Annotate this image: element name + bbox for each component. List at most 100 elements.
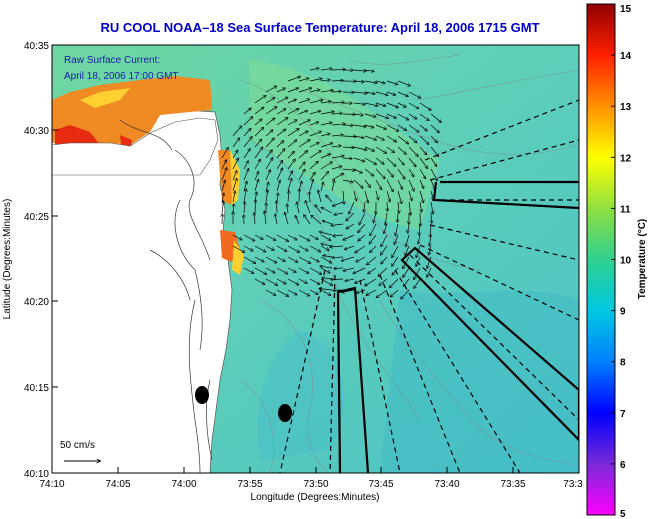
current-vector — [358, 223, 366, 232]
current-vector — [385, 212, 387, 225]
current-vector — [320, 267, 330, 273]
current-vector — [333, 201, 344, 206]
current-vector — [255, 200, 256, 214]
current-vector — [364, 201, 365, 212]
current-vector — [430, 201, 433, 214]
x-tick-label: 73:3 — [563, 479, 583, 490]
buoy-marker — [278, 404, 292, 422]
current-vector — [342, 158, 352, 159]
current-vector — [309, 79, 322, 82]
current-vector — [298, 111, 307, 115]
current-vector — [364, 124, 374, 128]
current-vector — [343, 267, 355, 271]
current-vector — [320, 80, 330, 81]
x-tick-label: 73:35 — [500, 479, 525, 490]
colorbar-tick-label: 6 — [620, 460, 626, 471]
current-vector — [298, 162, 305, 170]
map-plot-area — [52, 45, 579, 473]
current-vector — [222, 201, 223, 214]
x-tick-label: 74:10 — [39, 479, 64, 490]
current-vector — [254, 139, 262, 148]
current-vector — [285, 213, 289, 225]
current-vector — [356, 256, 366, 262]
current-vector — [321, 208, 333, 214]
current-vector — [430, 124, 439, 133]
buoy-marker — [195, 386, 209, 404]
current-vector — [331, 279, 344, 280]
current-vector — [287, 267, 296, 272]
current-vector — [408, 179, 414, 191]
current-vector — [244, 202, 245, 214]
current-vector — [331, 156, 344, 159]
current-vector — [353, 146, 367, 150]
current-vector — [430, 135, 437, 143]
current-vector — [386, 157, 396, 166]
current-vector — [295, 216, 300, 225]
current-vector — [243, 245, 253, 251]
current-vector — [430, 113, 441, 122]
current-vector — [332, 257, 344, 258]
current-vector — [430, 179, 435, 190]
current-vector — [386, 113, 396, 118]
current-vector — [364, 135, 376, 140]
current-vector — [298, 170, 305, 181]
current-vector — [243, 189, 246, 203]
y-tick-label: 40:25 — [24, 212, 49, 223]
current-vector — [265, 289, 276, 295]
current-vector — [298, 245, 308, 251]
current-vector — [320, 266, 333, 268]
y-tick-label: 40:35 — [24, 41, 49, 52]
current-vector — [427, 267, 432, 277]
current-vector — [375, 102, 386, 106]
current-vector — [276, 161, 283, 170]
current-vector — [394, 234, 399, 244]
current-legend-line1: Raw Surface Current: — [64, 55, 160, 66]
current-vector — [397, 146, 406, 154]
current-vector — [419, 102, 431, 110]
x-axis-label: Longitude (Degrees:Minutes) — [251, 492, 380, 503]
current-vector — [375, 179, 382, 189]
current-vector — [320, 162, 332, 170]
current-vector — [429, 245, 432, 255]
current-vector — [355, 278, 366, 283]
current-vector — [386, 179, 393, 192]
current-vector — [309, 131, 321, 137]
current-vector — [232, 179, 237, 192]
current-vector — [405, 245, 410, 255]
colorbar-tick-label: 5 — [620, 509, 626, 519]
current-vector — [364, 179, 370, 187]
current-vector — [265, 278, 277, 285]
current-vector — [254, 180, 258, 192]
current-vector — [331, 135, 343, 136]
current-vector — [243, 117, 253, 126]
current-vector — [427, 256, 432, 268]
current-vector — [419, 135, 429, 144]
current-vector — [408, 135, 417, 143]
current-vector — [277, 201, 278, 214]
current-vector — [364, 190, 368, 203]
current-vector — [379, 278, 388, 285]
current-vector — [343, 190, 344, 204]
current-vector — [375, 168, 385, 179]
current-vector — [390, 278, 399, 288]
current-vector — [298, 140, 310, 148]
current-vector — [430, 157, 437, 166]
current-vector — [398, 201, 399, 213]
current-vector — [370, 223, 377, 236]
current-vector — [265, 170, 270, 181]
colorbar-tick-label: 12 — [620, 153, 632, 164]
current-vector — [364, 113, 376, 117]
current-vector — [367, 256, 377, 265]
current-vector — [266, 190, 268, 203]
current-vector — [276, 118, 288, 126]
current-vector — [287, 179, 292, 192]
current-vector — [397, 135, 408, 144]
current-vector — [414, 278, 421, 288]
x-tick-label: 73:50 — [303, 479, 328, 490]
current-vector — [232, 150, 238, 159]
current-vector — [331, 102, 344, 103]
current-vector — [265, 267, 275, 273]
current-vector — [342, 147, 354, 148]
y-axis-label: Latitude (Degrees:Minutes) — [2, 199, 13, 320]
current-vector — [323, 256, 333, 258]
